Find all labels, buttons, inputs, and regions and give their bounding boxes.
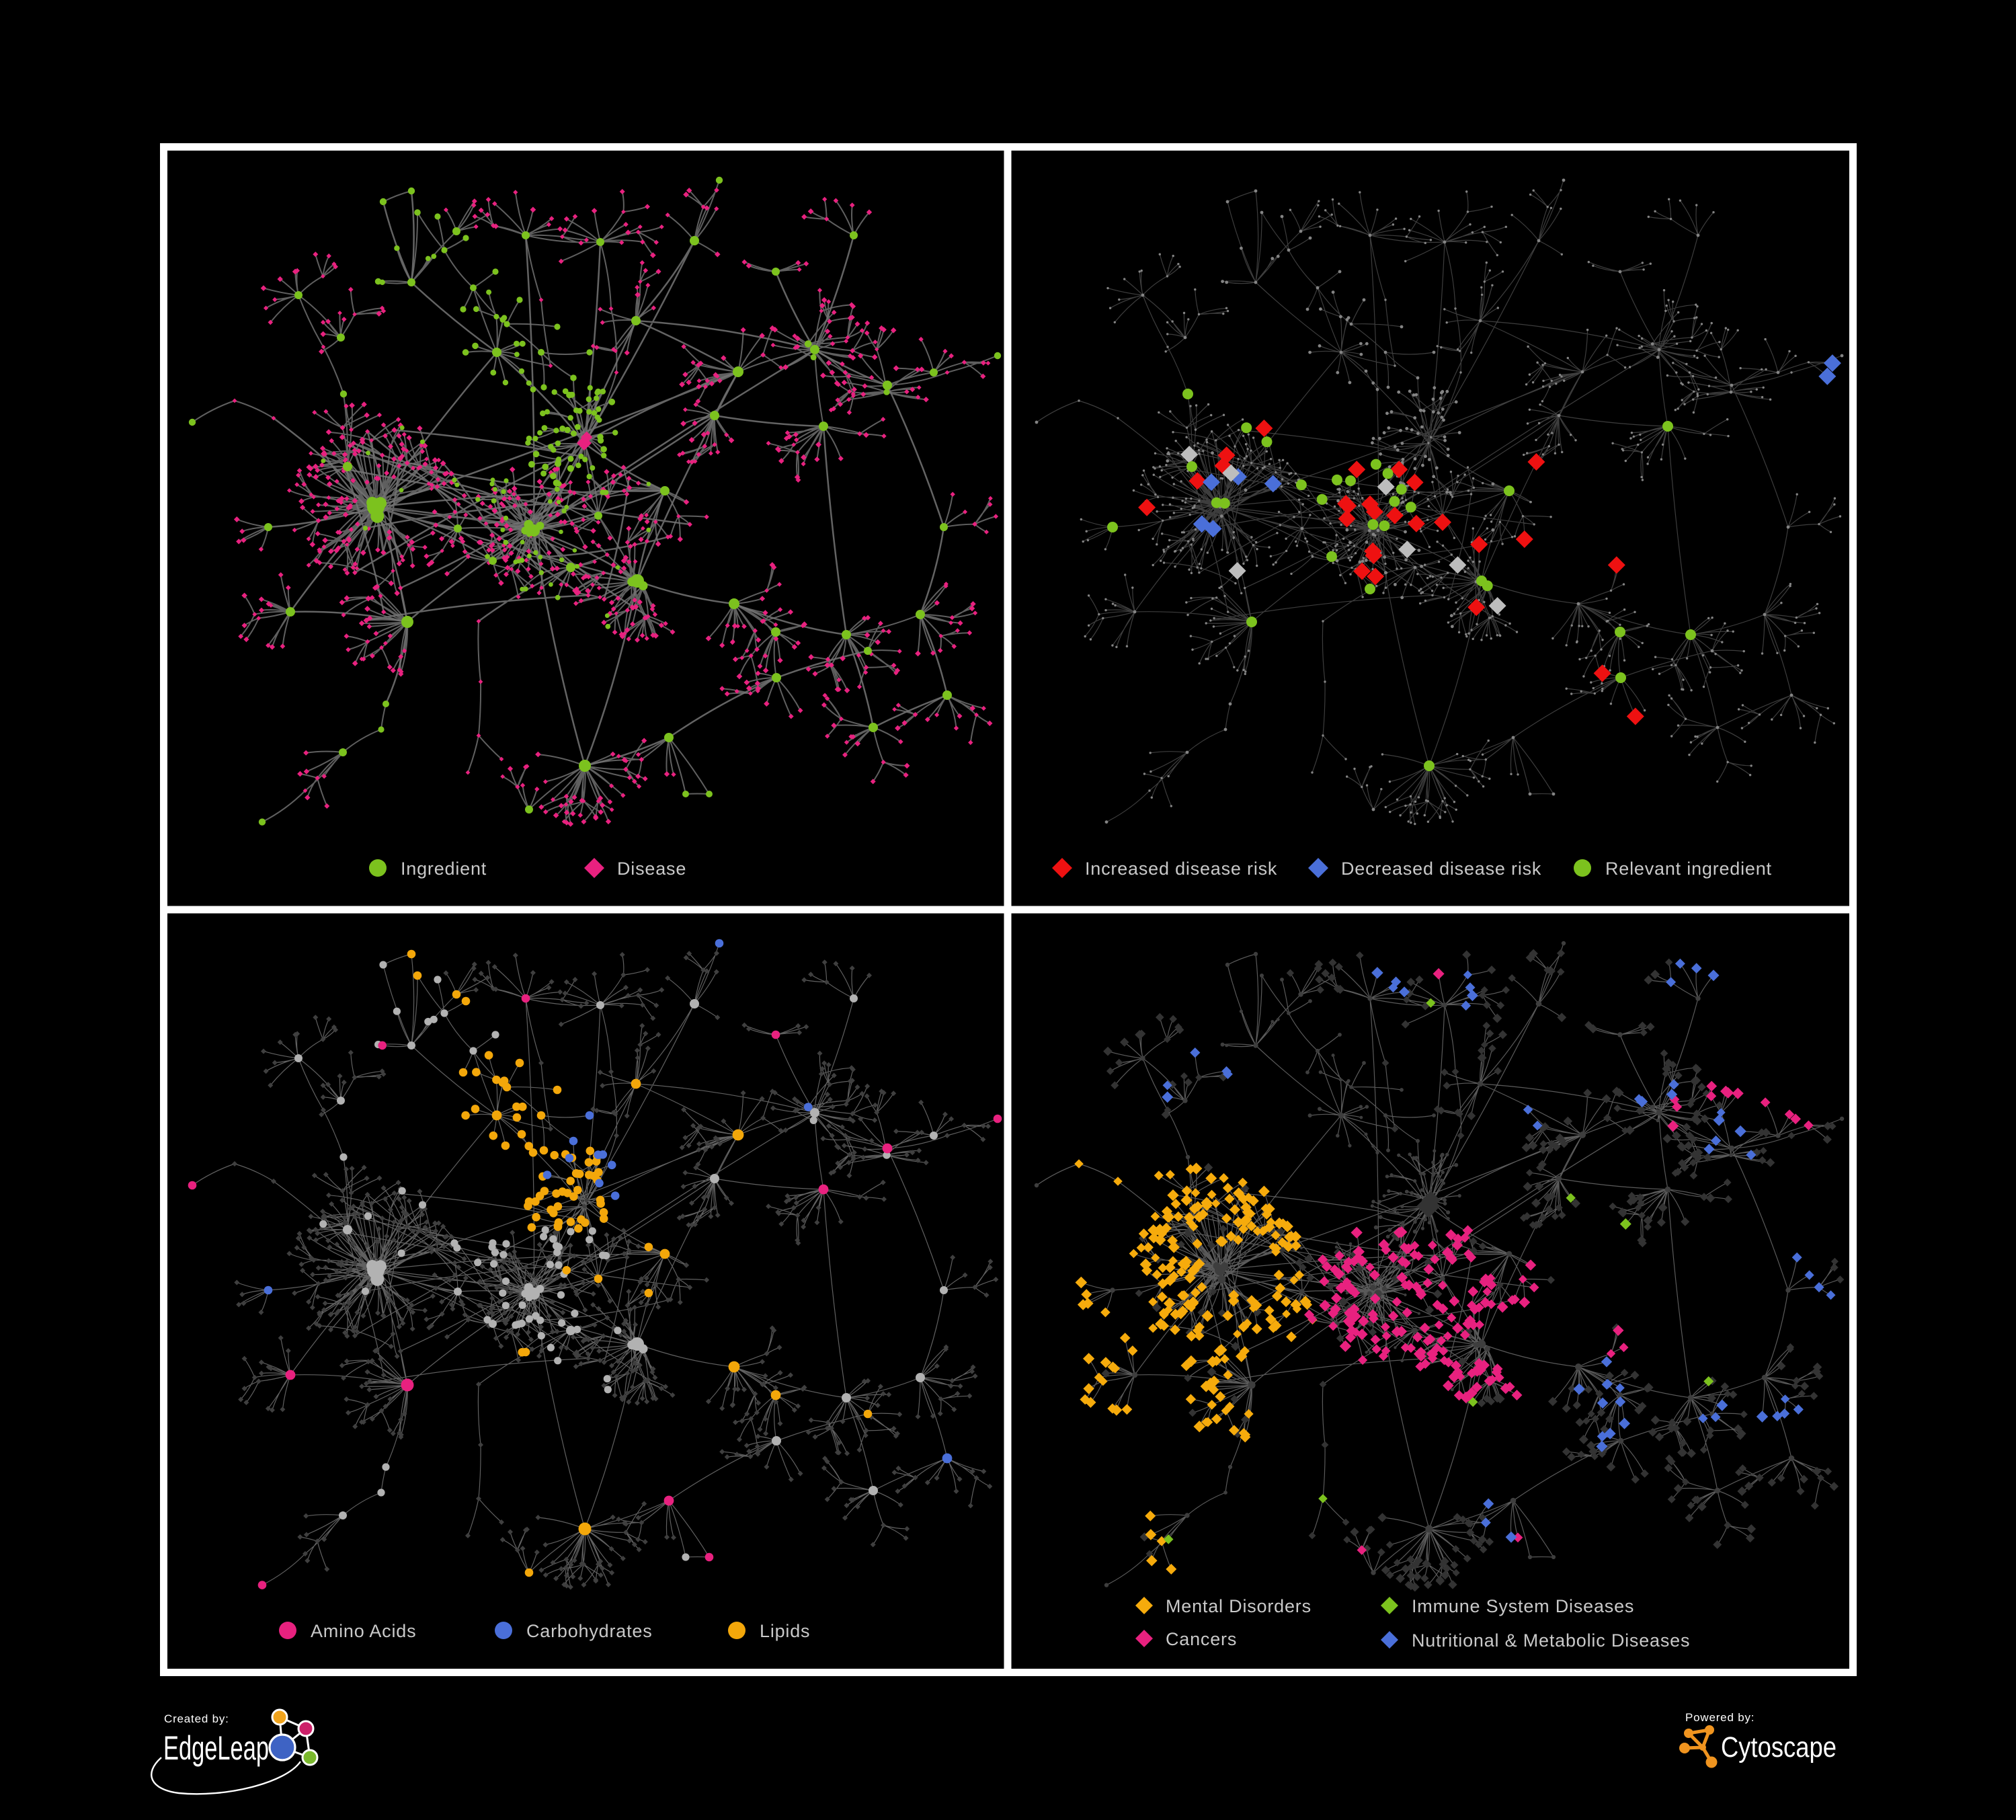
svg-text:Decreased disease risk: Decreased disease risk xyxy=(1341,859,1541,879)
svg-text:Ingredient: Ingredient xyxy=(401,859,487,879)
svg-text:Amino Acids: Amino Acids xyxy=(311,1621,416,1641)
svg-text:Increased disease risk: Increased disease risk xyxy=(1085,859,1277,879)
svg-text:Cancers: Cancers xyxy=(1166,1629,1237,1649)
svg-text:Immune System Diseases: Immune System Diseases xyxy=(1412,1596,1634,1616)
svg-text:Disease: Disease xyxy=(617,859,686,879)
svg-text:Created by:: Created by: xyxy=(164,1712,229,1725)
svg-text:Relevant ingredient: Relevant ingredient xyxy=(1605,859,1772,879)
svg-text:Lipids: Lipids xyxy=(760,1621,810,1641)
svg-text:Powered by:: Powered by: xyxy=(1685,1711,1755,1724)
svg-text:Cytoscape: Cytoscape xyxy=(1721,1731,1837,1764)
svg-text:Mental Disorders: Mental Disorders xyxy=(1166,1596,1312,1616)
svg-text:EdgeLeap: EdgeLeap xyxy=(163,1729,269,1767)
svg-text:Carbohydrates: Carbohydrates xyxy=(526,1621,653,1641)
svg-text:Nutritional & Metabolic Diseas: Nutritional & Metabolic Diseases xyxy=(1412,1630,1690,1651)
